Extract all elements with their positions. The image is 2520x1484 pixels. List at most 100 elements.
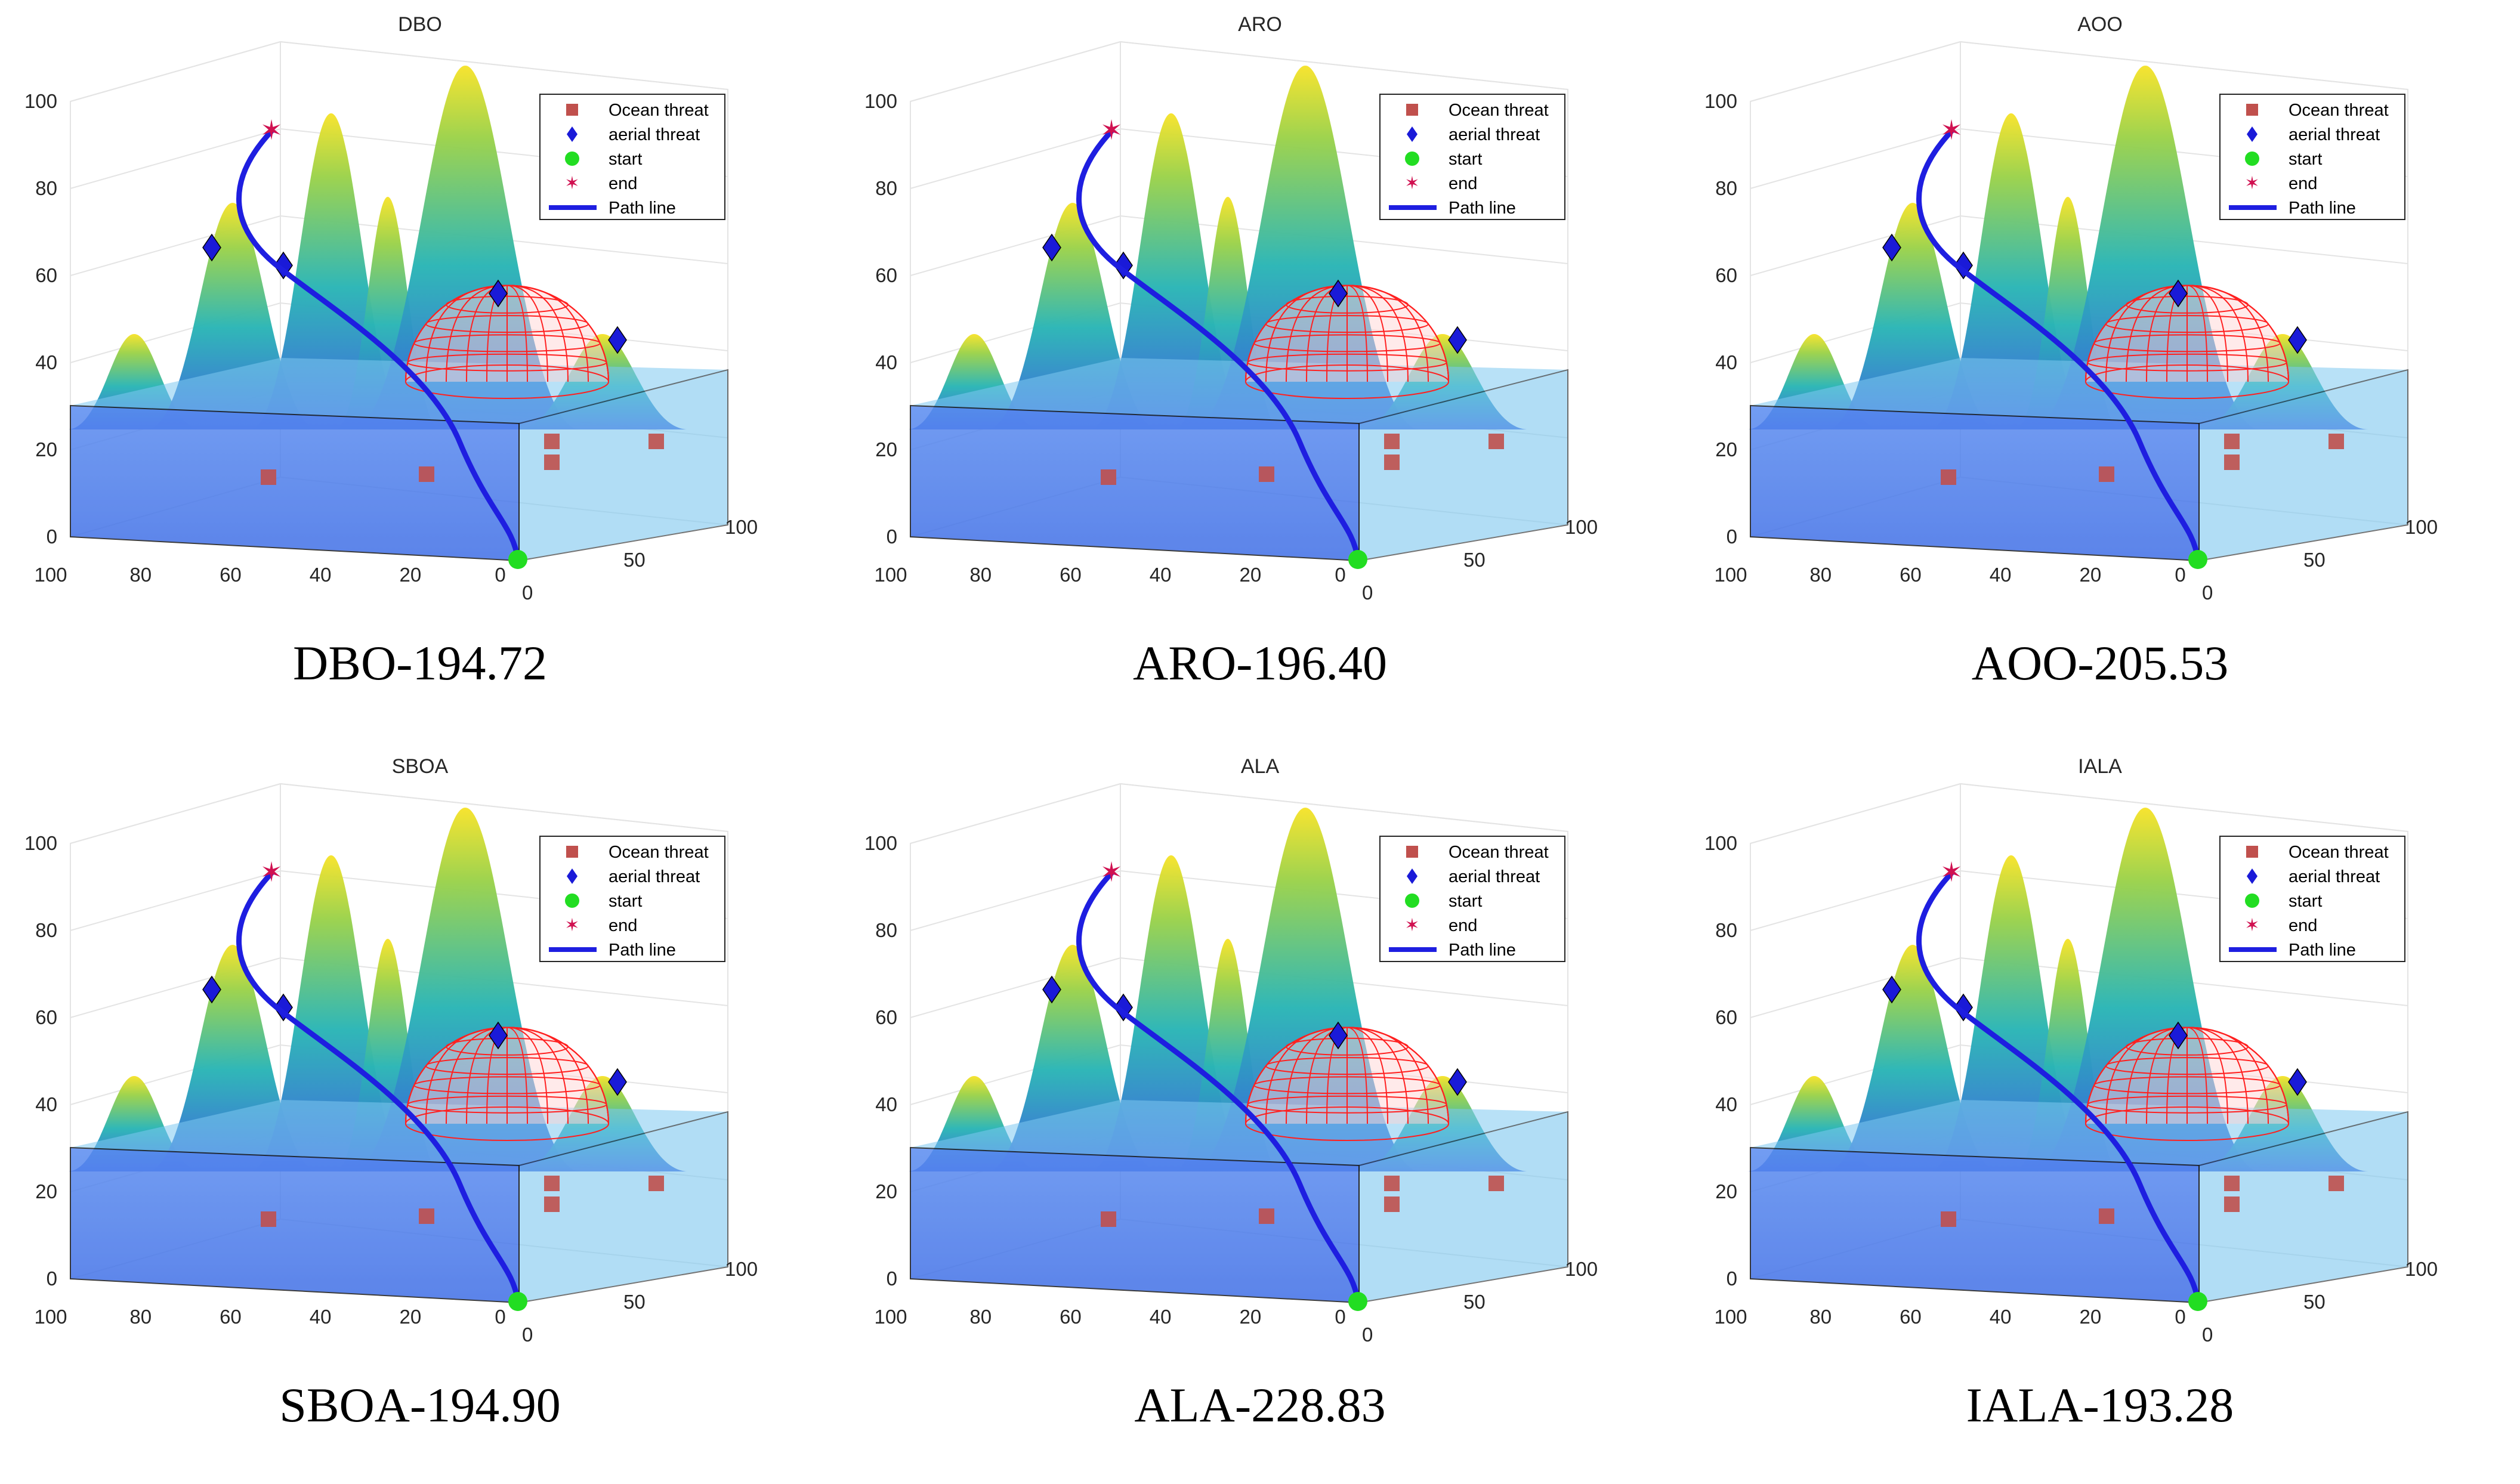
legend-start-icon — [2245, 894, 2259, 908]
z-tick-label: 80 — [1715, 177, 1737, 199]
chart-panel-ala: ALA ✶ 0 20 40 60 80 100 100 80 60 40 20 0 0 50 100 Ocean … — [840, 742, 1680, 1484]
legend-path-label: Path line — [609, 199, 676, 218]
x-tick-label: 60 — [1900, 564, 1922, 586]
aerial-threat-marker — [608, 1068, 627, 1096]
aerial-threat-marker — [1042, 975, 1061, 1004]
end-marker: ✶ — [1100, 856, 1123, 888]
legend-ocean-icon — [566, 846, 578, 858]
legend-start-label: start — [2289, 892, 2322, 911]
legend-ocean-label: Ocean threat — [2289, 843, 2389, 862]
legend-start-label: start — [1449, 150, 1482, 169]
x-tick-label: 80 — [969, 1306, 992, 1328]
ocean-threat-marker — [1101, 469, 1116, 485]
legend-ocean-icon — [2246, 104, 2258, 116]
x-tick-label: 60 — [220, 1306, 242, 1328]
z-tick-label: 60 — [1715, 264, 1737, 286]
y-tick-label: 0 — [1362, 582, 1373, 604]
path-line — [1076, 870, 1361, 1304]
y-tick-label: 100 — [725, 1258, 758, 1280]
z-tick-label: 60 — [1715, 1006, 1737, 1028]
start-marker — [508, 550, 527, 569]
panel-caption: ALA-228.83 — [1134, 1378, 1386, 1432]
z-tick-label: 80 — [875, 177, 897, 199]
svg-text:✶: ✶ — [2244, 915, 2259, 936]
aerial-threat-dome — [2085, 285, 2289, 399]
y-tick-label: 0 — [2202, 582, 2213, 604]
panel-caption: SBOA-194.90 — [279, 1378, 561, 1432]
ocean-threat-marker — [2224, 1197, 2240, 1212]
legend-ocean-label: Ocean threat — [1449, 101, 1549, 120]
ocean-box — [910, 1100, 1568, 1304]
legend-ocean-label: Ocean threat — [2289, 101, 2389, 120]
svg-text:✶: ✶ — [1404, 173, 1419, 194]
y-tick-label: 50 — [2303, 1291, 2326, 1313]
aerial-threat-marker — [1042, 233, 1061, 262]
x-tick-label: 40 — [1150, 564, 1172, 586]
legend-ocean-icon — [1406, 104, 1418, 116]
aerial-threat-marker — [1882, 975, 1901, 1004]
ocean-box — [70, 358, 728, 562]
path-line — [236, 128, 521, 562]
z-tick-label: 0 — [1727, 1267, 1737, 1290]
legend-path-label: Path line — [2289, 941, 2356, 960]
legend-ocean-icon — [1406, 846, 1418, 858]
x-tick-label: 0 — [2175, 1306, 2185, 1328]
y-tick-label: 50 — [2303, 549, 2326, 571]
aerial-threat-marker — [202, 975, 221, 1004]
legend-aerial-label: aerial threat — [609, 125, 700, 144]
z-tick-label: 0 — [47, 525, 57, 548]
y-tick-label: 0 — [1362, 1324, 1373, 1346]
x-tick-label: 40 — [310, 564, 332, 586]
aerial-threat-marker — [1882, 233, 1901, 262]
aerial-threat-marker — [2169, 1021, 2188, 1050]
ocean-box — [1750, 1100, 2408, 1304]
legend-ocean-icon — [2246, 846, 2258, 858]
y-tick-label: 100 — [1565, 1258, 1598, 1280]
ocean-threat-marker — [544, 434, 560, 449]
legend-start-icon — [565, 152, 579, 166]
legend-path-label: Path line — [609, 941, 676, 960]
z-tick-label: 0 — [1727, 525, 1737, 548]
legend-path-label: Path line — [1449, 199, 1516, 218]
z-tick-label: 20 — [875, 438, 897, 460]
ocean-threat-marker — [2224, 434, 2240, 449]
start-marker — [2188, 550, 2207, 569]
z-tick-label: 20 — [35, 438, 57, 460]
ocean-threat-marker — [1488, 1176, 1504, 1191]
aerial-threat-marker — [2288, 326, 2307, 354]
x-tick-label: 60 — [1060, 564, 1082, 586]
ocean-threat-marker — [261, 469, 276, 485]
end-marker: ✶ — [1940, 856, 1963, 888]
x-tick-label: 20 — [400, 1306, 422, 1328]
y-tick-label: 100 — [2405, 1258, 2438, 1280]
svg-text:✶: ✶ — [2244, 173, 2259, 194]
legend: Ocean threat aerial threat start ✶ end Path l… — [2219, 836, 2405, 962]
legend-end-label: end — [2289, 916, 2317, 935]
z-tick-label: 60 — [35, 264, 57, 286]
legend-aerial-icon — [1407, 868, 1418, 884]
legend-ocean-label: Ocean threat — [1449, 843, 1549, 862]
legend-aerial-label: aerial threat — [2289, 867, 2380, 886]
ocean-box — [910, 358, 1568, 562]
aerial-threat-marker — [202, 233, 221, 262]
x-tick-label: 0 — [495, 564, 505, 586]
chart-panel-dbo: DBO ✶ 0 20 40 60 80 100 100 80 60 40 20 0 0 50 100 Ocean … — [0, 0, 840, 742]
x-tick-label: 40 — [1990, 564, 2012, 586]
legend-aerial-icon — [2247, 868, 2258, 884]
aerial-threat-marker — [1448, 1068, 1467, 1096]
y-tick-label: 100 — [2405, 516, 2438, 538]
x-tick-label: 40 — [310, 1306, 332, 1328]
legend-start-icon — [1405, 152, 1419, 166]
z-tick-label: 100 — [24, 90, 57, 112]
path-line — [236, 870, 521, 1304]
ocean-threat-marker — [648, 434, 664, 449]
x-tick-label: 80 — [129, 1306, 152, 1328]
ocean-threat-marker — [1384, 1176, 1400, 1191]
ocean-threat-marker — [2099, 1208, 2114, 1224]
legend-path-label: Path line — [2289, 199, 2356, 218]
ocean-threat-marker — [544, 455, 560, 470]
x-tick-label: 20 — [1240, 564, 1262, 586]
z-tick-label: 40 — [875, 351, 897, 373]
